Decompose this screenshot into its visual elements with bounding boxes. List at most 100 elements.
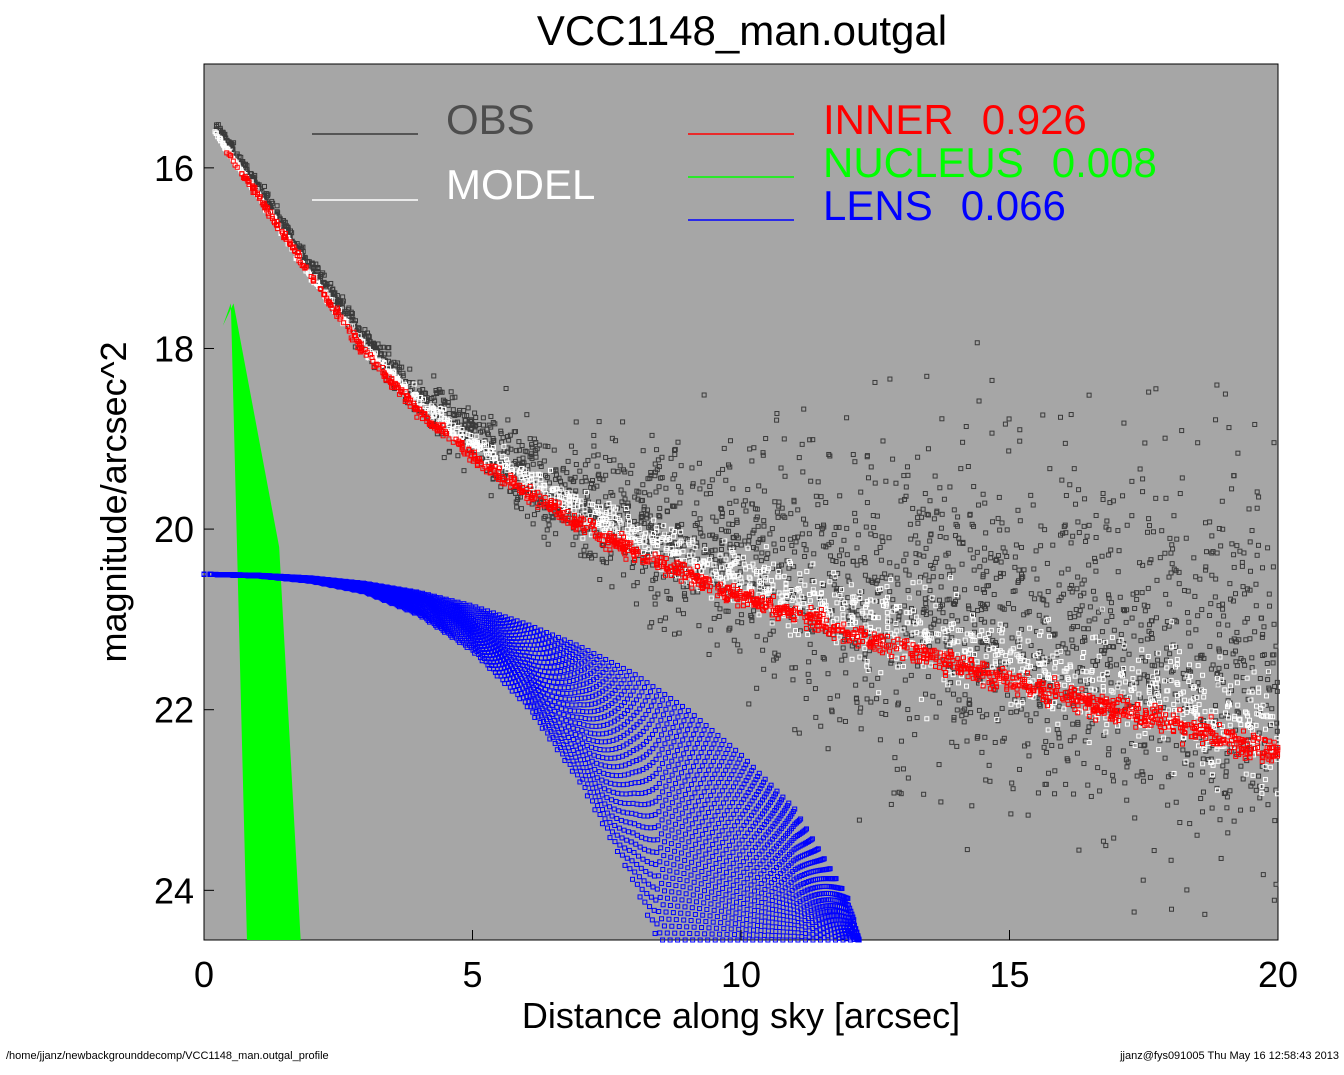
lens-point [621,677,627,683]
lens-point [666,715,672,721]
lens-point [621,688,627,694]
lens-point [665,701,671,707]
lens-point [652,713,658,719]
lens-point [685,727,691,733]
lens-point [618,703,624,709]
lens-point [636,680,642,686]
data-layer [201,122,1281,943]
lens-point [628,704,634,710]
lens-point [544,629,550,635]
lens-point [697,736,703,742]
lens-point [650,731,656,737]
lens-point [659,732,665,738]
lens-point [637,719,643,725]
lens-point [703,771,709,777]
lens-point [677,742,683,748]
lens-point [643,712,649,718]
lens-point [669,710,675,716]
lens-point [618,681,624,687]
lens-point [656,752,662,758]
lens-point [679,723,685,729]
lens-point [655,723,661,729]
lens-point [644,680,650,686]
lens-point [537,632,543,638]
lens-point [661,726,667,732]
lens-point [600,660,606,666]
lens-point [706,767,712,773]
lens-point [674,733,680,739]
lens-point [652,727,658,733]
lens-point [538,627,544,633]
lens-point [697,718,703,724]
lens-point [603,656,609,662]
lens-point [628,716,634,722]
lens-point [670,725,676,731]
lens-point [691,731,697,737]
lens-point [682,732,688,738]
lens-point [687,755,693,761]
lens-point [653,742,659,748]
lens-point [650,684,656,690]
lens-point [634,722,640,728]
lens-point [609,670,615,676]
lens-point [681,718,687,724]
lens-point [552,642,558,648]
lens-point [624,684,630,690]
lens-point [638,676,644,682]
lens-point [546,634,552,640]
lens-point [678,756,684,762]
lens-point [606,673,612,679]
lens-point [640,728,646,734]
lens-point [689,750,695,756]
lens-point [694,741,700,747]
lens-point [684,759,690,765]
lens-point [636,693,642,699]
lens-point [615,695,621,701]
lens-point [618,670,624,676]
lens-point [674,699,680,705]
lens-point [603,676,609,682]
chart-title: VCC1148_man.outgal [537,7,947,54]
lens-point [693,727,699,733]
lens-point [674,747,680,753]
lens-point [647,735,653,741]
lens-point [591,659,597,665]
lens-point [588,653,594,659]
lens-point [646,721,652,727]
lens-point [603,666,609,672]
lens-point [656,737,662,743]
lens-point [620,665,626,671]
lens-point [676,728,682,734]
lens-point [631,724,637,730]
series-lens [201,571,862,943]
plot-area [203,63,1279,941]
lens-point [634,709,640,715]
lens-point [673,719,679,725]
lens-point [615,684,621,690]
lens-point [656,688,662,694]
lens-point [637,731,643,737]
lens-point [649,717,655,723]
lens-point [671,705,677,711]
lens-point [709,776,715,782]
lens-point [640,715,646,721]
lens-point [696,754,702,760]
series-nucleus-band [222,303,301,940]
lens-point [590,685,596,691]
lens-point [712,771,718,777]
lens-point [697,767,703,773]
lens-point [648,703,654,709]
lens-point [585,648,591,654]
lens-point [630,688,636,694]
lens-point [691,713,697,719]
lens-point [546,639,552,645]
lens-point [687,722,693,728]
lens-point [662,741,668,747]
lens-point [534,628,540,634]
lens-point [615,673,621,679]
lens-point [632,672,638,678]
lens-point [642,698,648,704]
profile-chart: VCC1148_man.outgal OBS MODEL INNER 0.926 … [93,7,1298,1036]
lens-point [597,663,603,669]
lens-point [716,780,722,786]
